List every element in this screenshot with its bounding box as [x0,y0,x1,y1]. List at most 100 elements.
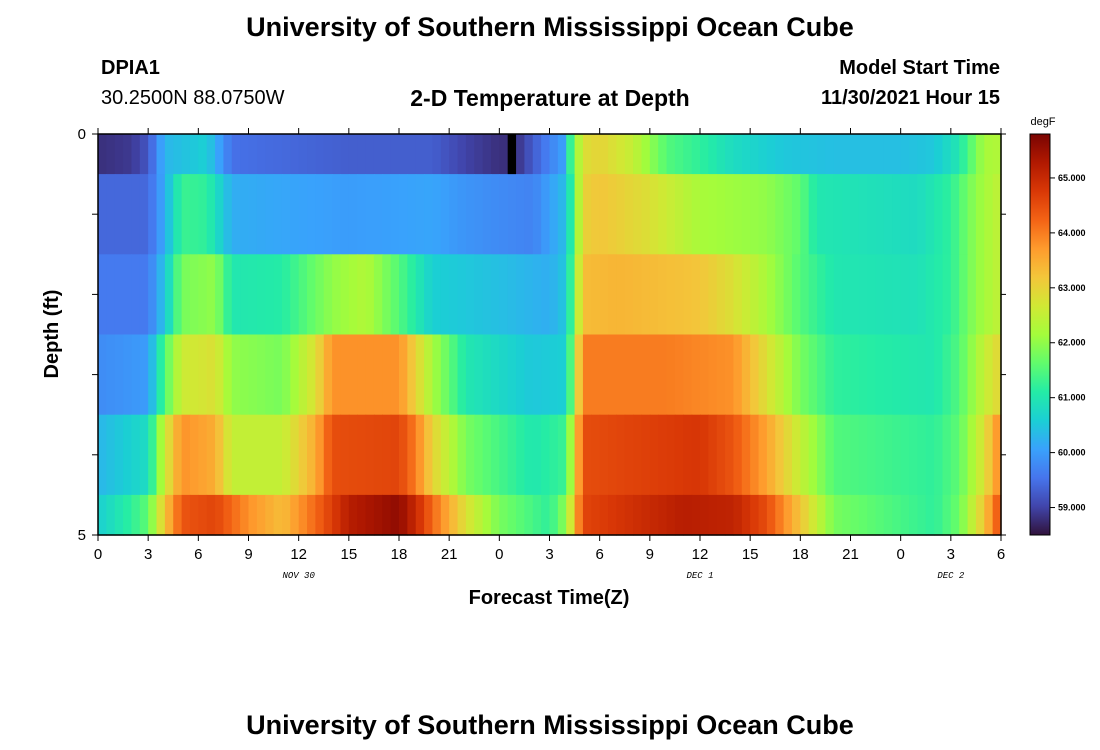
heatmap-cell [323,494,333,536]
heatmap-cell [741,414,751,496]
heatmap-cell [549,494,559,536]
heatmap-cell [373,494,383,536]
heatmap-cell [256,334,266,416]
heatmap-cell [624,414,634,496]
heatmap-cell [189,254,199,336]
heatmap-cell [215,174,225,255]
heatmap-cell [691,174,701,255]
heatmap-cell [909,414,918,496]
heatmap-cell [875,494,885,536]
heatmap-cell [817,254,827,336]
heatmap-cell [574,134,584,175]
heatmap-cell [106,414,116,496]
heatmap-cell [967,174,977,255]
heatmap-cell [883,334,893,416]
heatmap-cell [608,414,617,496]
heatmap-cell [424,134,434,175]
heatmap-cell [507,414,517,496]
heatmap-cell [875,334,885,416]
colorbar-tick-label: 63.000 [1058,283,1086,293]
heatmap-cell [131,334,141,416]
heatmap-cell [265,414,275,496]
heatmap-cell [775,494,785,536]
heatmap-cell [975,254,985,336]
heatmap-cell [373,254,383,336]
heatmap-cell [449,334,459,416]
heatmap-cell [791,494,801,536]
heatmap-cell [842,414,852,496]
heatmap-cell [599,254,609,336]
heatmap-cell [817,414,827,496]
heatmap-cell [474,174,484,255]
heatmap-cell [432,174,442,255]
colorbar-tick-label: 65.000 [1058,173,1086,183]
heatmap-cell [189,494,199,536]
heatmap-cell [808,414,818,496]
heatmap-cell [892,414,902,496]
heatmap-cell [850,174,860,255]
heatmap-cell [390,414,400,496]
heatmap-cell [616,414,626,496]
heatmap-cell [315,134,325,175]
heatmap-cell [783,414,793,496]
colorbar: degF 59.000 60.000 61.000 62.000 63.000 64.00… [1029,116,1086,536]
heatmap-cell [465,134,475,175]
heatmap-cell [415,174,425,255]
heatmap-cell [315,174,325,255]
heatmap-cell [273,174,283,255]
heatmap-cell [382,494,392,536]
heatmap-cell [206,414,216,496]
heatmap-cell [424,254,434,336]
heatmap-cell [934,494,944,536]
heatmap-cell [181,174,191,255]
heatmap-cell [131,134,141,175]
footer-title: University of Southern Mississippi Ocean… [246,710,854,740]
heatmap-cell [783,134,793,175]
heatmap-cell [298,334,308,416]
heatmap-cell [474,134,484,175]
heatmap-cell [98,414,107,496]
heatmap-cell [733,174,743,255]
heatmap-cell [867,134,877,175]
heatmap-cell [783,174,793,255]
heatmap-cell [716,134,726,175]
heatmap-cell [365,174,375,255]
heatmap-cell [959,254,969,336]
heatmap-cell [934,174,944,255]
heatmap-cell [181,414,191,496]
heatmap-cell [674,254,684,336]
heatmap-cell [808,334,818,416]
heatmap-cell [198,134,208,175]
heatmap-cell [858,494,868,536]
heatmap-cell [432,494,442,536]
heatmap-cell [382,174,392,255]
x-tick-label: 0 [495,546,503,563]
heatmap-cell [123,334,133,416]
heatmap-cell [240,134,250,175]
heatmap-cell [198,414,208,496]
colorbar-unit: degF [1030,116,1055,128]
heatmap-cell [273,134,283,175]
heatmap-cell [992,134,1002,175]
heatmap-cell [850,254,860,336]
heatmap-cell [164,134,174,175]
heatmap-cell [114,414,124,496]
heatmap-cell [507,494,517,536]
heatmap-cell [674,134,684,175]
heatmap-cell [532,254,542,336]
heatmap-cell [950,254,960,336]
heatmap-cell [541,254,551,336]
heatmap-cell [608,494,617,536]
heatmap-cell [256,494,266,536]
heatmap-cell [808,254,818,336]
heatmap-cell [457,414,467,496]
x-tick-label: 12 [692,546,709,563]
heatmap-cell [516,174,526,255]
heatmap-cell [557,494,567,536]
heatmap-cell [290,414,300,496]
heatmap-cell [616,134,626,175]
heatmap-cell [641,174,651,255]
heatmap-cell [499,254,509,336]
heatmap-cell [967,334,977,416]
heatmap-cell [490,494,500,536]
